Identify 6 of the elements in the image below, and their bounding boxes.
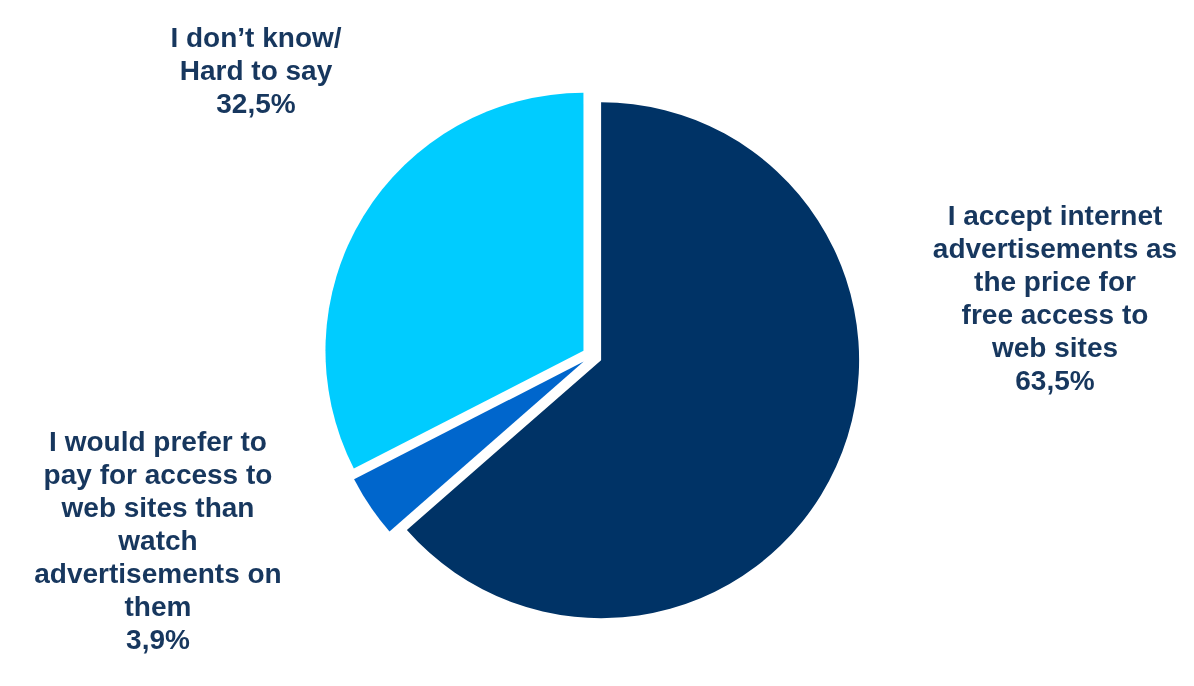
data-label: 63,5% — [1015, 365, 1095, 397]
data-label: 32,5% — [216, 87, 296, 119]
slice-label: I would prefer to pay for access to web sites than watch advertisements on them — [34, 425, 282, 622]
slice-label: I accept internet advertisements as the price for free access to web sites — [932, 200, 1178, 364]
slice-label: I don’t know/ Hard to say — [170, 21, 342, 86]
data-label: 3,9% — [126, 623, 191, 655]
